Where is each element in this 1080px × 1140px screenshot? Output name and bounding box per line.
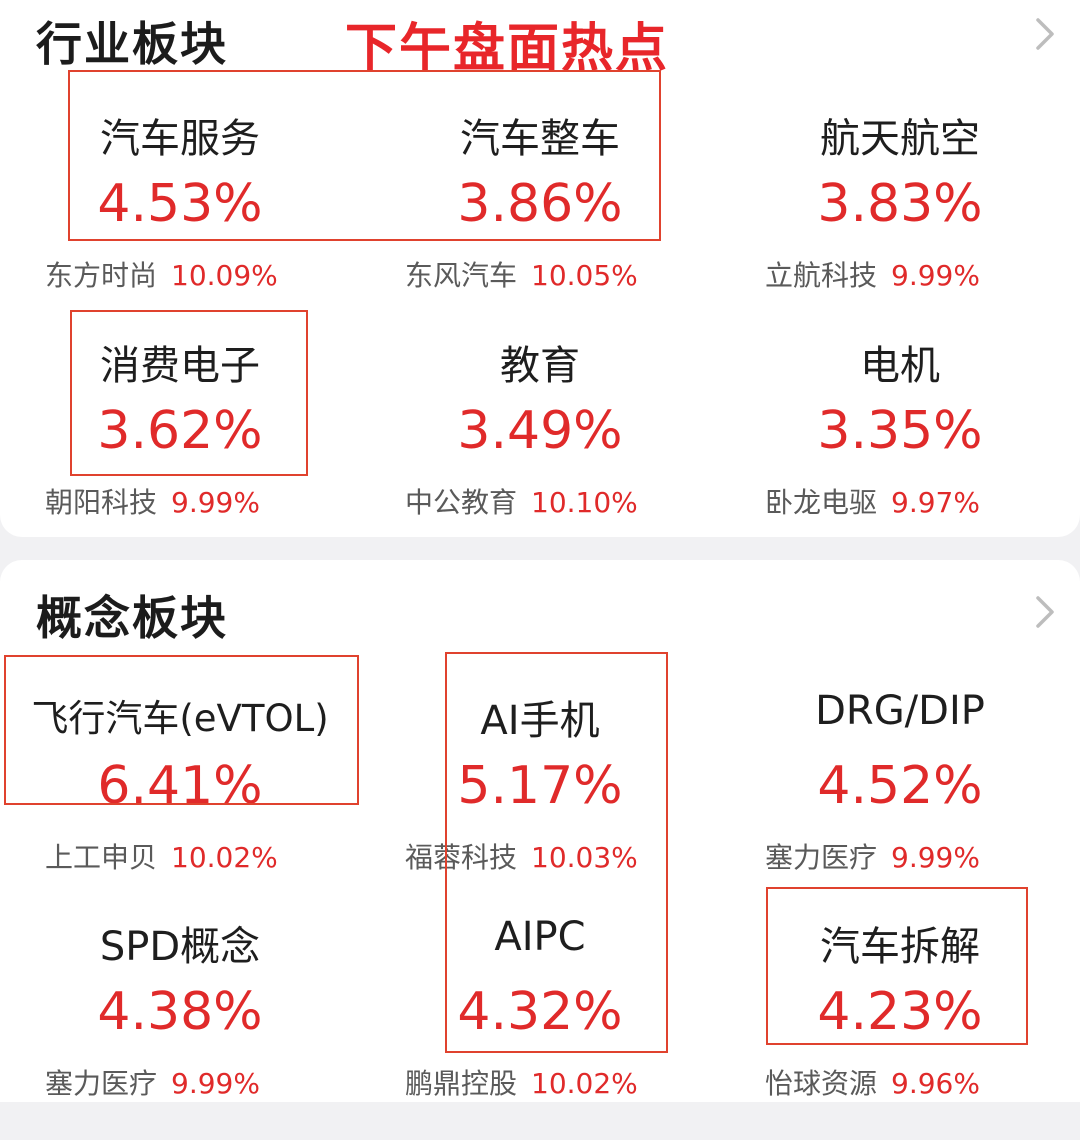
leading-stock: 塞力医疗 9.99% — [45, 1062, 260, 1102]
sector-name: 汽车整车 — [460, 116, 620, 162]
sector-tile[interactable]: 汽车拆解 4.23% 怡球资源 9.96% — [720, 914, 1080, 1140]
leading-stock: 东风汽车 10.05% — [405, 254, 638, 294]
leading-stock-name: 怡球资源 — [765, 1067, 878, 1100]
leading-stock: 福蓉科技 10.03% — [405, 836, 638, 876]
leading-stock: 怡球资源 9.96% — [765, 1062, 980, 1102]
leading-stock: 上工申贝 10.02% — [45, 836, 278, 876]
leading-stock-change: 10.09% — [171, 259, 278, 292]
sector-change: 4.38% — [97, 982, 263, 1042]
afternoon-hotspot-annotation: 下午盘面热点 — [345, 19, 670, 79]
leading-stock: 塞力医疗 9.99% — [765, 836, 980, 876]
sector-change: 3.49% — [457, 401, 623, 461]
leading-stock-change: 9.99% — [891, 259, 980, 292]
sector-name: 电机 — [860, 343, 940, 389]
leading-stock-name: 卧龙电驱 — [765, 486, 878, 519]
highlight-box — [70, 310, 308, 476]
sector-change: 4.23% — [817, 982, 983, 1042]
sector-change: 4.53% — [97, 174, 263, 234]
sector-name: 飞行汽车(eVTOL) — [31, 697, 329, 740]
chevron-right-icon[interactable] — [1026, 12, 1062, 56]
leading-stock-name: 塞力医疗 — [765, 841, 878, 874]
leading-stock-name: 塞力医疗 — [45, 1067, 158, 1100]
sector-name: DRG/DIP — [815, 688, 985, 734]
sector-tile[interactable]: 教育 3.49% 中公教育 10.10% — [360, 333, 720, 559]
sector-name: AI手机 — [480, 698, 600, 744]
leading-stock-change: 9.99% — [171, 1067, 260, 1100]
leading-stock-name: 福蓉科技 — [405, 841, 518, 874]
chevron-right-icon[interactable] — [1026, 590, 1062, 634]
leading-stock-name: 东风汽车 — [405, 259, 518, 292]
industry-sector-card: 行业板块 下午盘面热点 汽车服务 4.53% 东方时尚 10.09% 汽车整车 3… — [0, 0, 1080, 537]
leading-stock-change: 10.02% — [531, 1067, 638, 1100]
sector-change: 4.52% — [817, 756, 983, 816]
leading-stock: 朝阳科技 9.99% — [45, 481, 260, 521]
leading-stock-name: 上工申贝 — [45, 841, 158, 874]
leading-stock-name: 朝阳科技 — [45, 486, 158, 519]
sector-tile[interactable]: 航天航空 3.83% 立航科技 9.99% — [720, 106, 1080, 332]
concept-sector-card: 概念板块 飞行汽车(eVTOL) 6.41% 上工申贝 10.02% AI手机 5… — [0, 560, 1080, 1102]
sector-name: 消费电子 — [100, 343, 260, 389]
leading-stock-change: 10.10% — [531, 486, 638, 519]
sector-change: 6.41% — [97, 756, 263, 816]
sector-tile[interactable]: 汽车服务 4.53% 东方时尚 10.09% — [0, 106, 360, 332]
leading-stock-name: 中公教育 — [405, 486, 518, 519]
leading-stock-name: 东方时尚 — [45, 259, 158, 292]
sector-tile[interactable]: 消费电子 3.62% 朝阳科技 9.99% — [0, 333, 360, 559]
sector-name: 汽车服务 — [100, 116, 260, 162]
concept-section-title: 概念板块 — [36, 591, 228, 645]
sector-name: 教育 — [500, 343, 580, 389]
sector-change: 3.83% — [817, 174, 983, 234]
sector-name: 航天航空 — [820, 116, 980, 162]
sector-tile[interactable]: 汽车整车 3.86% 东风汽车 10.05% — [360, 106, 720, 332]
sector-tile[interactable]: DRG/DIP 4.52% 塞力医疗 9.99% — [720, 688, 1080, 914]
leading-stock-change: 9.97% — [891, 486, 980, 519]
leading-stock: 鹏鼎控股 10.02% — [405, 1062, 638, 1102]
leading-stock-change: 9.99% — [171, 486, 260, 519]
sector-change: 3.86% — [457, 174, 623, 234]
leading-stock-name: 鹏鼎控股 — [405, 1067, 518, 1100]
sector-change: 4.32% — [457, 982, 623, 1042]
leading-stock-change: 10.03% — [531, 841, 638, 874]
leading-stock: 中公教育 10.10% — [405, 481, 638, 521]
leading-stock-change: 10.02% — [171, 841, 278, 874]
leading-stock-change: 9.96% — [891, 1067, 980, 1100]
sector-tile[interactable]: AIPC 4.32% 鹏鼎控股 10.02% — [360, 914, 720, 1140]
leading-stock: 卧龙电驱 9.97% — [765, 481, 980, 521]
highlight-box — [766, 887, 1028, 1045]
leading-stock-change: 9.99% — [891, 841, 980, 874]
leading-stock: 东方时尚 10.09% — [45, 254, 278, 294]
industry-section-title: 行业板块 — [36, 17, 228, 71]
sector-change: 3.62% — [97, 401, 263, 461]
sector-name: 汽车拆解 — [820, 924, 980, 970]
sector-tile[interactable]: AI手机 5.17% 福蓉科技 10.03% — [360, 688, 720, 914]
sector-tile[interactable]: 飞行汽车(eVTOL) 6.41% 上工申贝 10.02% — [0, 688, 360, 914]
sector-change: 3.35% — [817, 401, 983, 461]
highlight-box — [4, 655, 359, 805]
leading-stock-name: 立航科技 — [765, 259, 878, 292]
sector-change: 5.17% — [457, 756, 623, 816]
leading-stock: 立航科技 9.99% — [765, 254, 980, 294]
sector-tile[interactable]: 电机 3.35% 卧龙电驱 9.97% — [720, 333, 1080, 559]
leading-stock-change: 10.05% — [531, 259, 638, 292]
sector-name: SPD概念 — [99, 924, 261, 970]
sector-tile[interactable]: SPD概念 4.38% 塞力医疗 9.99% — [0, 914, 360, 1140]
sector-name: AIPC — [494, 914, 586, 960]
highlight-box — [68, 70, 661, 241]
highlight-box — [445, 652, 668, 1053]
